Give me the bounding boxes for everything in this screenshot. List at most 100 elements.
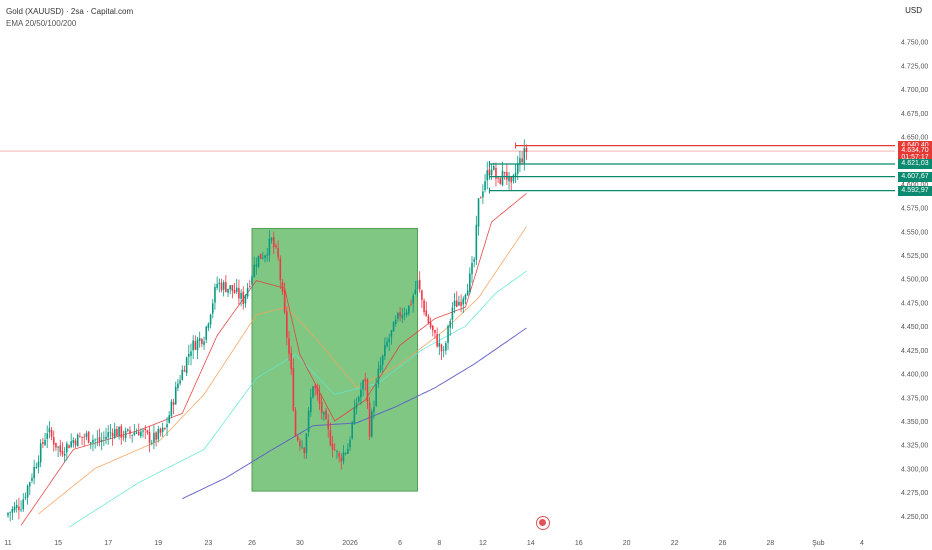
candle-body	[194, 341, 197, 350]
candle-body	[229, 285, 231, 290]
candle-body	[37, 461, 40, 468]
candle-body	[516, 163, 519, 174]
currency-label[interactable]: USD	[905, 6, 922, 15]
price-tag-5[interactable]: 4.592,97	[898, 185, 932, 196]
candle-body	[164, 428, 166, 429]
y-tick-label: 4.525,00	[901, 253, 928, 260]
candle-body	[198, 338, 201, 341]
candle-body	[270, 238, 273, 241]
x-tick-label: 28	[767, 540, 775, 547]
candle-body	[344, 453, 347, 454]
candle-body	[9, 512, 11, 514]
candle-body	[196, 339, 199, 351]
candle-body	[259, 253, 262, 259]
candle-body	[150, 442, 153, 444]
candle-body	[347, 448, 349, 454]
candle-body	[257, 255, 260, 267]
price-tag-1[interactable]: 4.634,70	[898, 146, 932, 157]
candle-body	[240, 292, 242, 299]
x-tick-label: 19	[154, 540, 162, 547]
candle-body	[338, 452, 340, 457]
candle-body	[144, 428, 147, 431]
candle-body	[429, 322, 432, 328]
candle-body	[403, 313, 406, 315]
candle-body	[57, 446, 59, 448]
candle-body	[390, 330, 393, 337]
candle-body	[33, 467, 35, 479]
candle-body	[397, 312, 399, 319]
candle-body	[357, 397, 360, 402]
x-tick-label: 12	[479, 540, 487, 547]
candle-body	[384, 345, 386, 357]
price-tag-3[interactable]: 4.621,03	[898, 158, 932, 169]
candle-body	[375, 384, 377, 406]
candle-body	[351, 422, 353, 439]
candle-body	[309, 397, 312, 413]
x-tick-label: 26	[719, 540, 727, 547]
candle-body	[386, 341, 388, 347]
candle-body	[222, 282, 225, 290]
candle-body	[296, 436, 299, 441]
candle-body	[349, 439, 351, 448]
candle-body	[135, 432, 138, 434]
economic-event-icon[interactable]	[536, 516, 550, 530]
candle-body	[399, 312, 401, 317]
candle-body	[523, 148, 526, 164]
candle-body	[464, 294, 467, 300]
candle-body	[340, 457, 343, 462]
candle-body	[286, 311, 288, 338]
candle-body	[39, 443, 42, 463]
candle-body	[76, 434, 79, 447]
candle-body	[486, 170, 489, 181]
candle-body	[52, 437, 55, 445]
y-tick-label: 4.500,00	[901, 277, 928, 284]
price-tag-2[interactable]: 01:57:17	[898, 152, 932, 163]
candle-body	[188, 353, 190, 357]
price-tag-0[interactable]: 4.640,40	[898, 140, 932, 151]
ema20-line	[20, 193, 527, 526]
candle-body	[168, 415, 171, 423]
candle-body	[113, 429, 116, 438]
candle-body	[392, 322, 395, 332]
indicator-label[interactable]: EMA 20/50/100/200	[6, 19, 77, 28]
x-tick-label: 14	[527, 540, 535, 547]
candle-body	[46, 433, 49, 439]
chart-legend: Gold (XAUUSD) · 2sa · Capital.com EMA 20…	[6, 6, 133, 30]
candle-body	[501, 170, 504, 186]
candle-body	[50, 430, 53, 437]
candle-body	[323, 412, 325, 415]
y-tick-label: 4.450,00	[901, 324, 928, 331]
candle-body	[249, 286, 251, 287]
x-tick-label: 16	[575, 540, 583, 547]
candle-body	[70, 441, 72, 447]
candle-body	[96, 438, 99, 440]
candle-body	[488, 169, 491, 176]
y-tick-label: 4.750,00	[901, 40, 928, 47]
candle-body	[490, 169, 493, 175]
candle-body	[290, 352, 292, 370]
candle-body	[103, 437, 105, 439]
candle-body	[233, 290, 236, 293]
candle-body	[20, 509, 22, 511]
candle-body	[24, 496, 27, 498]
x-tick-label: 8	[437, 540, 441, 547]
candle-body	[235, 287, 238, 292]
candle-body	[66, 443, 68, 453]
candle-body	[418, 279, 421, 290]
candle-body	[181, 369, 184, 380]
candle-body	[218, 282, 221, 285]
candle-body	[42, 442, 44, 444]
price-tag-4[interactable]: 4.607,67	[898, 171, 932, 182]
candle-body	[288, 338, 290, 354]
y-tick-label: 4.600,00	[901, 182, 928, 189]
symbol-title[interactable]: Gold (XAUUSD) · 2sa · Capital.com	[6, 7, 134, 16]
candle-body	[87, 431, 90, 443]
x-tick-label: 22	[671, 540, 679, 547]
candle-body	[72, 440, 75, 444]
candle-body	[434, 330, 436, 334]
candle-body	[449, 321, 452, 328]
candle-body	[307, 410, 310, 432]
candle-body	[499, 178, 502, 185]
y-tick-label: 4.725,00	[901, 63, 928, 70]
